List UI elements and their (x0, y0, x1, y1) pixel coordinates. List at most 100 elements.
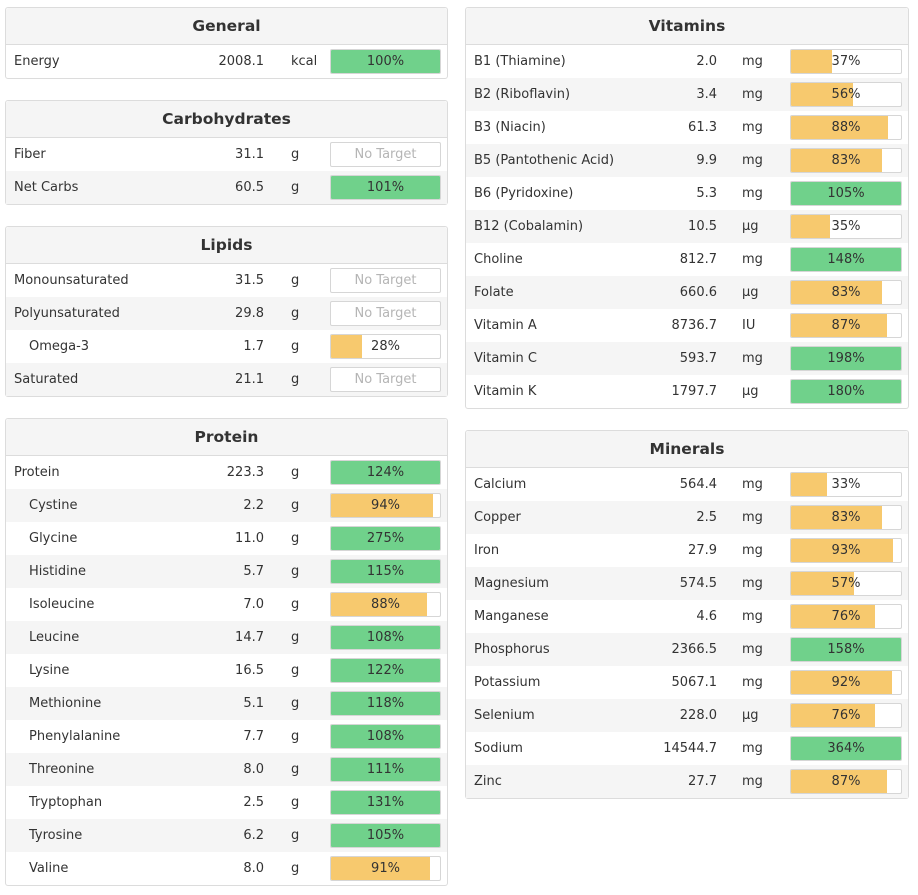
nutrient-unit: mg (742, 774, 763, 789)
nutrient-row-glycine[interactable]: Glycine 11.0 g 275% (6, 522, 447, 555)
nutrient-amount: 2.2 (243, 498, 264, 513)
target-progress-bar: 76% (790, 703, 902, 728)
progress-label: 131% (366, 795, 405, 810)
progress-fill (791, 215, 830, 238)
nutrient-amount: 29.8 (235, 306, 264, 321)
progress-fill (791, 671, 893, 694)
nutrient-row-vitamin-k[interactable]: Vitamin K 1797.7 µg 180% (466, 375, 908, 408)
nutrient-row-tyrosine[interactable]: Tyrosine 6.2 g 105% (6, 819, 447, 852)
nutrient-amount: 16.5 (235, 663, 264, 678)
nutrient-unit: mg (742, 543, 763, 558)
target-progress-bar: 118% (330, 691, 441, 716)
nutrient-row-valine[interactable]: Valine 8.0 g 91% (6, 852, 447, 885)
nutrient-row-cystine[interactable]: Cystine 2.2 g 94% (6, 489, 447, 522)
nutrient-row-isoleucine[interactable]: Isoleucine 7.0 g 88% (6, 588, 447, 621)
target-progress-bar: 93% (790, 538, 902, 563)
nutrient-row-choline[interactable]: Choline 812.7 mg 148% (466, 243, 908, 276)
nutrient-row-net-carbs[interactable]: Net Carbs 60.5 g 101% (6, 171, 447, 204)
progress-fill (331, 176, 440, 199)
nutrient-unit: g (291, 729, 300, 744)
nutrient-row-vitamin-a[interactable]: Vitamin A 8736.7 IU 87% (466, 309, 908, 342)
nutrient-row-folate[interactable]: Folate 660.6 µg 83% (466, 276, 908, 309)
nutrient-row-selenium[interactable]: Selenium 228.0 µg 76% (466, 699, 908, 732)
target-progress-bar: 76% (790, 604, 902, 629)
nutrient-unit: µg (742, 219, 759, 234)
nutrient-row-potassium[interactable]: Potassium 5067.1 mg 92% (466, 666, 908, 699)
nutrient-name: Copper (474, 510, 521, 525)
nutrient-row-lysine[interactable]: Lysine 16.5 g 122% (6, 654, 447, 687)
target-progress-bar: No Target (330, 301, 441, 326)
nutrient-name: B5 (Pantothenic Acid) (474, 153, 615, 168)
nutrient-name: Histidine (29, 564, 86, 579)
progress-fill (331, 824, 440, 847)
nutrient-row-phosphorus[interactable]: Phosphorus 2366.5 mg 158% (466, 633, 908, 666)
nutrient-row-leucine[interactable]: Leucine 14.7 g 108% (6, 621, 447, 654)
nutrient-name: Selenium (474, 708, 535, 723)
nutrient-name: B2 (Riboflavin) (474, 87, 571, 102)
target-progress-bar: 35% (790, 214, 902, 239)
nutrient-name: Tryptophan (29, 795, 103, 810)
nutrient-row-b2-riboflavin[interactable]: B2 (Riboflavin) 3.4 mg 56% (466, 78, 908, 111)
nutrient-amount: 9.9 (696, 153, 717, 168)
nutrient-unit: g (291, 861, 300, 876)
progress-label: 88% (371, 597, 400, 612)
nutrient-row-vitamin-c[interactable]: Vitamin C 593.7 mg 198% (466, 342, 908, 375)
nutrient-amount: 1.7 (243, 339, 264, 354)
progress-label: 108% (366, 729, 405, 744)
progress-label: 158% (827, 642, 865, 657)
panel-general: General Energy 2008.1 kcal 100% (5, 7, 448, 79)
nutrient-amount: 5.7 (243, 564, 264, 579)
progress-fill (331, 758, 440, 781)
target-progress-bar: 180% (790, 379, 902, 404)
nutrient-row-protein[interactable]: Protein 223.3 g 124% (6, 456, 447, 489)
nutrient-name: Threonine (29, 762, 95, 777)
target-progress-bar: 364% (790, 736, 902, 761)
progress-fill (791, 770, 887, 793)
nutrient-row-b5-pantothenic-acid[interactable]: B5 (Pantothenic Acid) 9.9 mg 83% (466, 144, 908, 177)
nutrient-row-histidine[interactable]: Histidine 5.7 g 115% (6, 555, 447, 588)
nutrient-unit: mg (742, 642, 763, 657)
progress-label: 364% (827, 741, 865, 756)
nutrient-row-monounsaturated[interactable]: Monounsaturated 31.5 g No Target (6, 264, 447, 297)
nutrient-row-copper[interactable]: Copper 2.5 mg 83% (466, 501, 908, 534)
nutrient-row-zinc[interactable]: Zinc 27.7 mg 87% (466, 765, 908, 798)
nutrient-row-calcium[interactable]: Calcium 564.4 mg 33% (466, 468, 908, 501)
nutrient-row-iron[interactable]: Iron 27.9 mg 93% (466, 534, 908, 567)
nutrient-row-polyunsaturated[interactable]: Polyunsaturated 29.8 g No Target (6, 297, 447, 330)
nutrient-name: Zinc (474, 774, 502, 789)
nutrient-row-saturated[interactable]: Saturated 21.1 g No Target (6, 363, 447, 396)
nutrient-row-b3-niacin[interactable]: B3 (Niacin) 61.3 mg 88% (466, 111, 908, 144)
nutrient-amount: 4.6 (696, 609, 717, 624)
nutrient-amount: 60.5 (235, 180, 264, 195)
nutrient-unit: mg (742, 186, 763, 201)
nutrient-row-b1-thiamine[interactable]: B1 (Thiamine) 2.0 mg 37% (466, 45, 908, 78)
nutrient-amount: 5.1 (243, 696, 264, 711)
nutrient-row-methionine[interactable]: Methionine 5.1 g 118% (6, 687, 447, 720)
progress-fill (331, 494, 434, 517)
nutrient-row-b12-cobalamin[interactable]: B12 (Cobalamin) 10.5 µg 35% (466, 210, 908, 243)
progress-fill (331, 527, 440, 550)
nutrient-row-threonine[interactable]: Threonine 8.0 g 111% (6, 753, 447, 786)
nutrient-row-sodium[interactable]: Sodium 14544.7 mg 364% (466, 732, 908, 765)
target-progress-bar: 108% (330, 724, 441, 749)
target-progress-bar: 83% (790, 505, 902, 530)
nutrient-unit: g (291, 663, 300, 678)
nutrient-name: B6 (Pyridoxine) (474, 186, 574, 201)
progress-fill (791, 83, 853, 106)
nutrient-row-fiber[interactable]: Fiber 31.1 g No Target (6, 138, 447, 171)
nutrient-row-omega-3[interactable]: Omega-3 1.7 g 28% (6, 330, 447, 363)
target-progress-bar: 124% (330, 460, 441, 485)
nutrient-amount: 564.4 (679, 477, 717, 492)
nutrient-row-b6-pyridoxine[interactable]: B6 (Pyridoxine) 5.3 mg 105% (466, 177, 908, 210)
nutrient-row-magnesium[interactable]: Magnesium 574.5 mg 57% (466, 567, 908, 600)
nutrient-row-phenylalanine[interactable]: Phenylalanine 7.7 g 108% (6, 720, 447, 753)
nutrient-row-manganese[interactable]: Manganese 4.6 mg 76% (466, 600, 908, 633)
progress-fill (791, 281, 883, 304)
nutrient-row-tryptophan[interactable]: Tryptophan 2.5 g 131% (6, 786, 447, 819)
nutrient-unit: g (291, 339, 300, 354)
nutrient-name: Polyunsaturated (14, 306, 120, 321)
nutrient-unit: kcal (291, 54, 318, 69)
progress-label: 93% (831, 543, 861, 558)
nutrient-row-energy[interactable]: Energy 2008.1 kcal 100% (6, 45, 447, 78)
nutrient-amount: 8.0 (243, 762, 264, 777)
